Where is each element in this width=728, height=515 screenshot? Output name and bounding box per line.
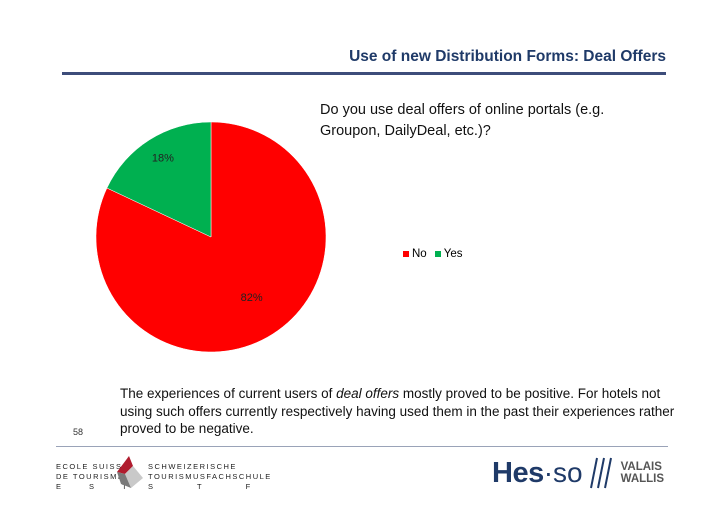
body-paragraph: The experiences of current users of deal… <box>120 385 680 438</box>
legend-label-no: No <box>412 248 427 260</box>
title-rule <box>62 72 666 75</box>
wallis-label: WALLIS <box>620 473 665 485</box>
footer-rule <box>56 446 668 447</box>
legend-item-yes: Yes <box>434 248 463 260</box>
tourism-school-logo-icon <box>117 456 143 488</box>
pie-slice-yes <box>106 121 212 238</box>
hes-slashes-icon <box>589 457 612 489</box>
chart-legend: No Yes <box>403 248 462 260</box>
stf-line1: SCHWEIZERISCHE <box>148 462 237 471</box>
est-line3: EST <box>56 482 155 491</box>
survey-question: Do you use deal offers of online portals… <box>320 102 605 139</box>
est-line1: ECOLE SUISSE <box>56 462 130 471</box>
valais-wallis-text: VALAIS WALLIS <box>621 461 664 485</box>
slide-title: Use of new Distribution Forms: Deal Offe… <box>349 48 666 65</box>
body-text-emphasis: deal offers <box>336 386 400 401</box>
hes-so-logo: Hes ·so VALAIS WALLIS <box>492 456 664 490</box>
legend-swatch-yes <box>434 251 441 257</box>
est-logo-text: ECOLE SUISSE DE TOURISME EST <box>56 462 155 492</box>
legend-label-yes: Yes <box>443 248 463 260</box>
stf-logo-text: SCHWEIZERISCHE TOURISMUSFACHSCHULE STF <box>148 462 294 492</box>
hes-logo-so: ·so <box>543 457 583 488</box>
body-text-part2: mostly proved to be positive. For hotels… <box>120 386 675 436</box>
valais-label: VALAIS <box>620 461 662 473</box>
page-number: 58 <box>73 427 84 437</box>
hes-logo-word: Hes <box>492 456 544 489</box>
est-line2: DE TOURISME <box>56 472 125 481</box>
data-label-yes: 18% <box>152 152 174 164</box>
legend-item-no: No <box>403 248 427 260</box>
stf-line3: STF <box>148 482 295 491</box>
body-text-part1: The experiences of current users of <box>120 386 337 401</box>
legend-swatch-no <box>403 251 409 257</box>
data-label-no: 82% <box>241 292 263 304</box>
stf-line2: TOURISMUSFACHSCHULE <box>148 472 272 481</box>
